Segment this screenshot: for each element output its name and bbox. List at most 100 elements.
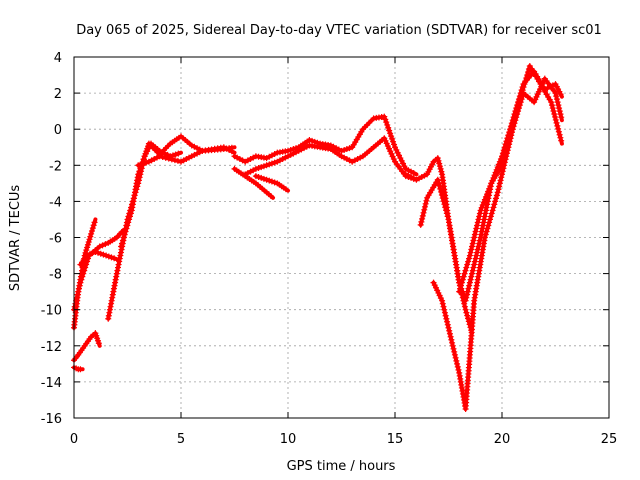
data-point-marker	[469, 267, 476, 274]
data-point-marker	[471, 234, 478, 241]
data-point-marker	[460, 273, 467, 280]
data-point-marker	[535, 88, 542, 95]
data-point-marker	[480, 199, 487, 206]
data-point-marker	[454, 360, 461, 367]
data-point-marker	[162, 154, 169, 161]
x-tick-label: 20	[494, 432, 511, 447]
data-point-marker	[247, 155, 254, 162]
chart-title: Day 065 of 2025, Sidereal Day-to-day VTE…	[76, 23, 602, 38]
data-point-marker	[111, 255, 118, 262]
data-point-marker	[83, 261, 90, 268]
data-point-marker	[491, 201, 498, 208]
data-point-marker	[455, 366, 462, 373]
data-point-marker	[436, 160, 443, 167]
data-point-marker	[508, 129, 515, 136]
series-track-p	[456, 75, 565, 295]
data-point-marker	[469, 243, 476, 250]
data-point-marker	[271, 179, 278, 186]
data-point-marker	[97, 250, 104, 257]
data-point-marker	[481, 234, 488, 241]
data-point-marker	[470, 264, 477, 271]
data-point-marker	[390, 156, 397, 163]
data-point-marker	[386, 145, 393, 152]
x-axis-label: GPS time / hours	[287, 459, 396, 474]
data-point-marker	[518, 96, 525, 103]
data-point-marker	[343, 146, 350, 153]
data-point-marker	[484, 191, 491, 198]
data-point-marker	[250, 154, 257, 161]
data-point-marker	[228, 148, 235, 155]
data-point-marker	[421, 172, 428, 179]
data-point-marker	[463, 264, 470, 271]
data-point-marker	[464, 312, 471, 319]
data-point-marker	[558, 137, 565, 144]
data-point-marker	[442, 204, 449, 211]
data-point-marker	[459, 276, 466, 283]
data-series	[71, 63, 565, 412]
data-point-marker	[469, 270, 476, 277]
data-point-marker	[90, 222, 97, 229]
data-point-marker	[285, 153, 291, 160]
data-point-marker	[268, 160, 275, 167]
data-point-marker	[481, 196, 488, 203]
data-point-marker	[276, 157, 283, 164]
data-point-marker	[84, 241, 91, 248]
data-point-marker	[135, 171, 142, 178]
data-point-marker	[402, 171, 409, 178]
data-point-marker	[557, 134, 564, 141]
data-point-marker	[442, 312, 449, 319]
data-point-marker	[346, 145, 353, 152]
data-point-marker	[555, 128, 562, 135]
data-point-marker	[196, 149, 203, 156]
data-point-marker	[534, 91, 541, 98]
data-point-marker	[95, 249, 102, 256]
data-point-marker	[285, 147, 291, 154]
data-point-marker	[510, 123, 517, 130]
data-point-marker	[446, 330, 453, 337]
data-point-marker	[169, 152, 176, 159]
data-point-marker	[438, 168, 445, 175]
data-point-marker	[421, 203, 428, 210]
data-point-marker	[188, 153, 195, 160]
data-point-marker	[482, 193, 489, 200]
data-point-marker	[553, 96, 560, 103]
data-point-marker	[279, 155, 286, 162]
data-point-marker	[452, 354, 459, 361]
data-point-marker	[239, 157, 246, 164]
data-point-marker	[105, 253, 112, 260]
data-point-marker	[391, 141, 398, 148]
data-point-marker	[418, 174, 425, 181]
data-point-marker	[386, 127, 393, 134]
data-point-marker	[413, 176, 420, 183]
data-point-marker	[473, 225, 480, 232]
data-point-marker	[220, 144, 227, 151]
data-point-marker	[194, 145, 201, 152]
data-point-marker	[405, 172, 412, 179]
data-point-marker	[422, 200, 429, 207]
data-point-marker	[515, 108, 522, 115]
data-point-marker	[400, 160, 407, 167]
data-point-marker	[488, 210, 495, 217]
data-point-marker	[77, 366, 84, 373]
data-point-marker	[82, 264, 89, 271]
data-point-marker	[266, 161, 273, 168]
data-point-marker	[268, 178, 275, 185]
data-point-marker	[465, 315, 472, 322]
data-point-marker	[421, 206, 428, 213]
y-tick-label: 0	[54, 123, 62, 138]
data-point-marker	[463, 309, 470, 316]
data-point-marker	[383, 140, 390, 147]
data-point-marker	[502, 150, 509, 157]
data-point-marker	[436, 182, 443, 189]
data-point-marker	[126, 216, 133, 223]
data-point-marker	[479, 202, 486, 209]
data-point-marker	[136, 168, 143, 175]
x-tick-label: 5	[177, 432, 185, 447]
data-point-marker	[484, 225, 491, 232]
data-point-marker	[83, 247, 90, 254]
data-point-marker	[120, 234, 127, 241]
x-tick-label: 10	[280, 432, 297, 447]
series-track-c	[77, 248, 119, 268]
data-point-marker	[234, 154, 241, 161]
